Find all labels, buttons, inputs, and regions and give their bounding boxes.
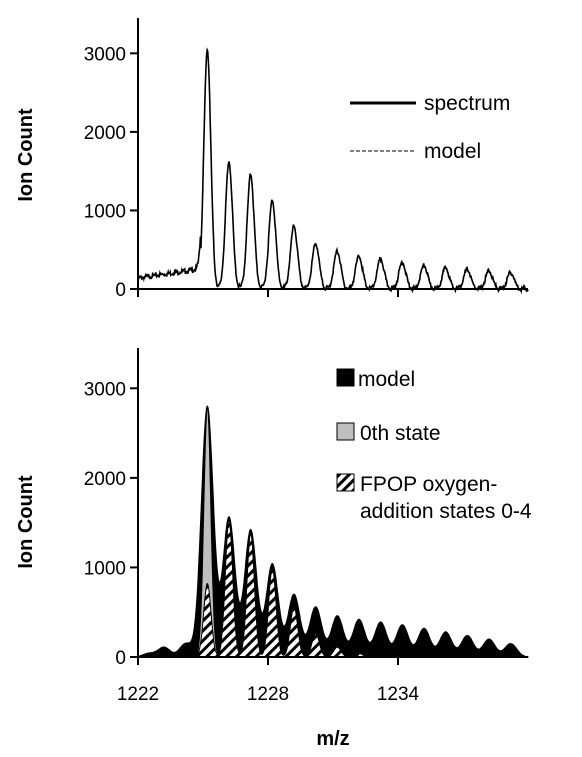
legend-swatch-fpop [336, 473, 355, 492]
spectrum-peak-point [488, 270, 490, 272]
spectrum-peak-point [510, 271, 512, 274]
spectrum-peak-point [228, 161, 230, 163]
legend-label-0th-state: 0th state [360, 422, 441, 445]
top-ytick-label: 3000 [84, 44, 126, 65]
bottom-y-ticks: 0 1000 2000 3000 [84, 379, 138, 669]
top-x-ticks [137, 289, 399, 297]
series-model-area [137, 405, 529, 658]
spectrum-peak-point [250, 173, 252, 175]
spectrum-peak-point [380, 258, 382, 260]
bottom-xtick-label: 1234 [377, 684, 420, 705]
bottom-y-axis-title: Ion Count [15, 475, 37, 569]
legend-label-model-fill: model [358, 368, 415, 391]
top-plot-area [137, 47, 529, 295]
spectrum-peak-point [423, 264, 425, 267]
series-spectrum-line [137, 47, 529, 295]
top-ytick-label: 0 [115, 280, 126, 301]
bottom-ytick-label: 3000 [84, 379, 126, 400]
bottom-x-ticks: 1222 1228 1234 [117, 657, 420, 705]
spectrum-peak-point [315, 242, 317, 245]
bottom-xtick-label: 1222 [117, 684, 159, 705]
legend-swatch-model-fill [336, 368, 355, 387]
legend-label-fpop-line1: FPOP oxygen- [360, 473, 497, 496]
bottom-plot-area [137, 405, 529, 658]
series-model-line [137, 47, 528, 290]
legend-label-fpop: FPOP oxygen- addition states 0-4 [360, 473, 532, 523]
top-y-ticks: 0 1000 2000 3000 [84, 44, 138, 301]
spectrum-peak-point [336, 250, 338, 252]
spectrum-peak-point [293, 225, 295, 227]
x-axis-title: m/z [316, 728, 349, 750]
spectrum-peak-point [358, 255, 360, 257]
top-ytick-label: 1000 [84, 201, 126, 222]
top-legend: spectrum model [350, 92, 510, 163]
bottom-xtick-label: 1228 [247, 684, 289, 705]
bottom-ytick-label: 0 [115, 648, 126, 669]
spectrum-peak-point [445, 267, 447, 269]
top-ytick-label: 2000 [84, 123, 126, 144]
top-y-axis-title: Ion Count [15, 108, 37, 202]
bottom-legend: model 0th state FPOP oxygen- addition st… [336, 368, 532, 523]
spectrum-peak-point [206, 48, 208, 51]
bottom-ytick-label: 2000 [84, 469, 126, 490]
legend-label-fpop-line2: addition states 0-4 [360, 500, 532, 523]
top-panel: 0 1000 2000 3000 Ion Count spectrum model [15, 18, 529, 301]
spectrum-peak-point [466, 268, 468, 270]
legend-swatch-0th-state [336, 422, 355, 441]
spectrum-peak-point [401, 261, 403, 263]
legend-label-spectrum: spectrum [424, 92, 510, 115]
legend-label-model: model [424, 140, 481, 163]
bottom-ytick-label: 1000 [84, 558, 126, 579]
spectrum-peak-point [271, 199, 273, 201]
bottom-panel: 0 1000 2000 3000 1222 1228 1234 Ion Count m/z… [15, 348, 532, 750]
